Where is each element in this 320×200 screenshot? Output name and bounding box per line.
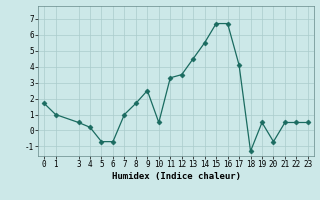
X-axis label: Humidex (Indice chaleur): Humidex (Indice chaleur) bbox=[111, 172, 241, 181]
